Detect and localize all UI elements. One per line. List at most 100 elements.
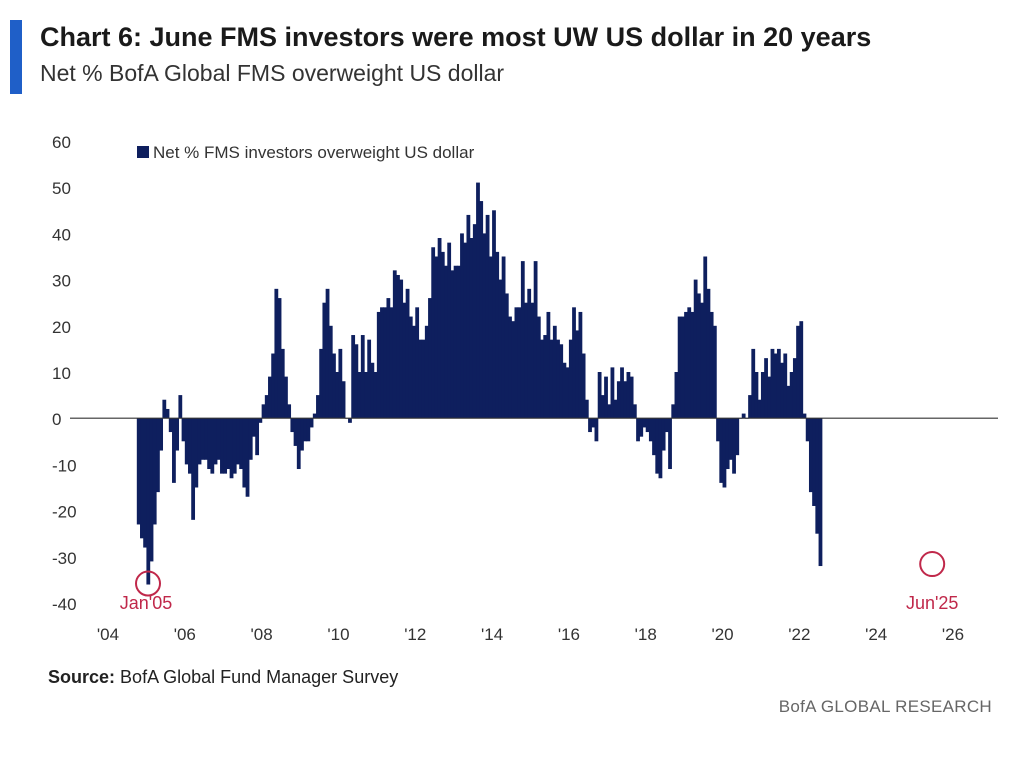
bar — [639, 418, 644, 437]
annotation-circle — [135, 570, 162, 597]
x-tick-label: '16 — [558, 625, 580, 644]
bar — [434, 256, 439, 419]
bar — [648, 418, 653, 442]
bar — [604, 376, 608, 419]
bar — [437, 238, 442, 419]
bar — [725, 418, 730, 470]
x-tick-label: '08 — [251, 625, 273, 644]
bar — [812, 418, 816, 506]
bar — [514, 307, 519, 419]
bar — [447, 242, 452, 419]
bar — [325, 288, 330, 419]
bar — [424, 325, 429, 419]
bar — [597, 372, 602, 419]
bar — [322, 302, 327, 419]
bar — [472, 224, 477, 419]
bar — [578, 311, 583, 419]
bar — [293, 418, 298, 446]
chart-subtitle: Net % BofA Global FMS overweight US doll… — [40, 60, 505, 86]
bar — [252, 418, 256, 437]
bar — [405, 288, 410, 419]
x-tick-label: '18 — [635, 625, 657, 644]
bar — [184, 418, 189, 465]
bar — [469, 238, 474, 419]
bar — [210, 418, 215, 474]
y-tick-label: 30 — [52, 272, 71, 291]
bar — [172, 418, 176, 483]
bar — [421, 339, 426, 419]
bar — [357, 372, 362, 419]
bar — [504, 293, 509, 419]
bar — [274, 288, 279, 419]
bar — [271, 353, 276, 419]
bar — [485, 214, 490, 419]
bar — [284, 376, 288, 419]
bar — [581, 353, 586, 419]
bar — [520, 261, 525, 419]
bar — [460, 233, 464, 419]
bar — [188, 418, 192, 474]
bar — [264, 395, 269, 419]
bar — [741, 413, 746, 419]
bar — [767, 376, 772, 419]
bar — [786, 385, 791, 419]
y-tick-label: -40 — [52, 595, 77, 614]
bar — [415, 307, 420, 419]
bar — [303, 418, 308, 442]
bar — [213, 418, 218, 465]
bar — [152, 418, 157, 525]
x-tick-label: '22 — [788, 625, 810, 644]
bar — [364, 372, 368, 419]
bar — [140, 418, 144, 539]
bar — [456, 265, 461, 419]
bar — [351, 335, 356, 419]
bar — [367, 339, 372, 419]
x-tick-label: '20 — [711, 625, 733, 644]
bar — [626, 372, 631, 419]
bar — [556, 339, 560, 419]
bar — [450, 270, 455, 419]
bar — [383, 307, 388, 419]
bar — [629, 376, 634, 419]
bar — [770, 348, 775, 419]
bar — [280, 348, 285, 419]
annotation-label: Jun'25 — [906, 593, 958, 613]
bar — [165, 408, 170, 419]
bar — [594, 418, 599, 442]
y-tick-label: 0 — [52, 410, 61, 429]
x-tick-label: '26 — [942, 625, 964, 644]
bar — [373, 372, 378, 419]
bar — [511, 321, 516, 419]
bar — [760, 372, 765, 419]
bar — [312, 413, 317, 419]
bar — [463, 242, 468, 419]
x-tick-label: '10 — [327, 625, 349, 644]
bar — [341, 381, 346, 419]
bar — [255, 418, 260, 456]
bar — [309, 418, 314, 428]
bar — [636, 418, 640, 442]
bar — [748, 395, 752, 419]
source-label: Source: — [48, 667, 116, 687]
bar — [476, 182, 480, 419]
bar — [296, 418, 301, 470]
bar — [706, 288, 711, 419]
bar — [168, 418, 173, 433]
bar — [156, 418, 160, 493]
bar — [610, 367, 615, 419]
bar — [620, 367, 624, 419]
bar — [319, 348, 324, 419]
bar — [754, 372, 759, 419]
bar — [178, 395, 183, 419]
source-text: BofA Global Fund Manager Survey — [120, 667, 399, 687]
bar — [664, 418, 669, 433]
bar — [194, 418, 199, 488]
bar — [348, 418, 352, 423]
bar — [527, 288, 532, 419]
bar — [815, 418, 820, 534]
y-tick-label: -20 — [52, 503, 77, 522]
bar — [677, 316, 682, 419]
bar — [149, 418, 154, 562]
bar — [722, 418, 727, 488]
bar — [565, 367, 570, 419]
